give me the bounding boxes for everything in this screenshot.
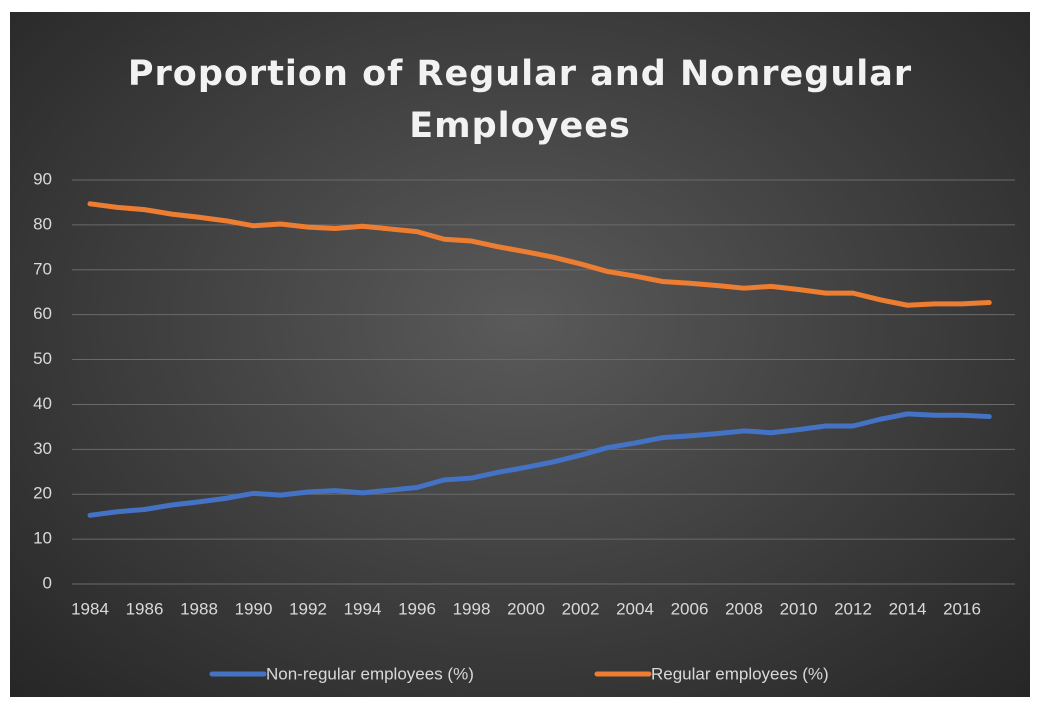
y-tick-label: 90 (33, 169, 52, 188)
x-tick-label: 1992 (289, 599, 327, 618)
x-tick-label: 1984 (71, 599, 109, 618)
y-tick-label: 40 (33, 394, 52, 413)
y-tick-label: 80 (33, 214, 52, 233)
x-tick-label: 2002 (562, 599, 600, 618)
x-tick-label: 2004 (616, 599, 654, 618)
x-tick-label: 2010 (780, 599, 818, 618)
x-tick-label: 2006 (671, 599, 709, 618)
y-tick-label: 70 (33, 259, 52, 278)
x-tick-label: 2016 (943, 599, 981, 618)
series-line (87, 201, 992, 308)
chart-area (10, 12, 1030, 697)
series-line (87, 411, 992, 518)
chart-title: Proportion of Regular and Nonregular Emp… (127, 54, 913, 146)
legend-label: Regular employees (%) (651, 664, 829, 683)
legend-label: Non-regular employees (%) (266, 664, 474, 683)
x-tick-label: 2012 (834, 599, 872, 618)
y-tick-label: 60 (33, 304, 52, 323)
y-tick-label: 20 (33, 484, 52, 503)
x-tick-label: 1986 (126, 599, 164, 618)
x-tick-label: 2014 (889, 599, 927, 618)
x-tick-label: 1988 (180, 599, 218, 618)
y-tick-label: 30 (33, 439, 52, 458)
x-tick-label: 1996 (398, 599, 436, 618)
x-tick-label: 1990 (235, 599, 273, 618)
x-tick-label: 1998 (453, 599, 491, 618)
x-tick-label: 1994 (344, 599, 382, 618)
x-tick-label: 2000 (507, 599, 545, 618)
y-tick-label: 50 (33, 349, 52, 368)
y-tick-label: 10 (33, 529, 52, 548)
y-tick-label: 0 (43, 573, 52, 592)
x-tick-label: 2008 (725, 599, 763, 618)
